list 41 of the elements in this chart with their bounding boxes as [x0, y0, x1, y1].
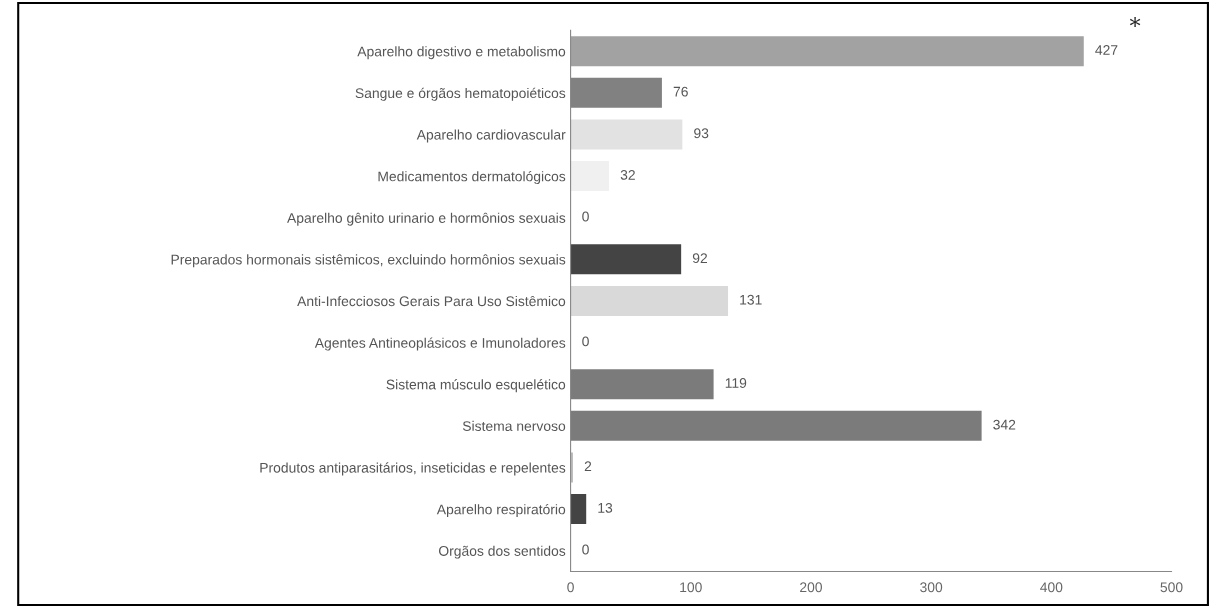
y-tick-label: Aparelho respiratório	[436, 503, 566, 518]
y-tick-label: Produtos antiparasitários, inseticidas e repelentes	[260, 462, 566, 476]
x-tick-label: 500	[1160, 582, 1183, 593]
y-tick-label: Sistema nervoso	[462, 420, 566, 431]
bar	[570, 161, 610, 192]
data-label: 93	[694, 128, 709, 139]
data-label: 0	[582, 211, 589, 222]
data-label: 342	[993, 419, 1016, 430]
y-tick-label: Anti-Infecciosos Gerais Para Uso Sistêmico	[297, 295, 566, 307]
x-tick-label: 100	[680, 582, 702, 593]
data-label: 13	[598, 502, 613, 513]
data-label: 0	[582, 336, 589, 347]
bar	[570, 494, 587, 525]
y-tick-label: Aparelho cardiovascular	[416, 129, 566, 143]
text: *	[1129, 17, 1141, 28]
y-tick-label: Orgãos dos sentidos	[439, 545, 566, 559]
data-label: 119	[725, 378, 747, 388]
data-label: 0	[582, 544, 589, 555]
data-label: 92	[692, 253, 708, 264]
data-label: 131	[740, 294, 762, 305]
y-tick-label: Aparelho digestivo e metabolismo	[357, 46, 566, 60]
bar	[570, 410, 982, 441]
y-tick-label: Aparelho gênito urinario e hormônios sexuais	[287, 212, 566, 226]
bar	[570, 244, 682, 275]
bar	[570, 369, 714, 400]
bar	[570, 285, 729, 316]
x-tick-label: 0	[567, 582, 574, 593]
y-tick-label: Agentes Antineoplásicos e Imunoladores	[314, 337, 566, 351]
data-label: 76	[673, 86, 688, 97]
x-tick-label: 200	[800, 582, 822, 593]
y-tick-label: Sistema músculo esquelético	[386, 379, 566, 393]
y-tick-label: Medicamentos dermatológicos	[378, 170, 566, 185]
data-label: 2	[584, 461, 592, 472]
bar	[570, 119, 683, 150]
y-tick-label: Sangue e órgãos hematopoiéticos	[355, 87, 566, 101]
data-label: 32	[620, 169, 635, 180]
x-tick-label: 400	[1040, 582, 1063, 593]
x-tick-label: 300	[920, 582, 943, 593]
y-tick-label: Preparados hormonais sistêmicos, excluindo hormônios sexuais	[171, 254, 566, 268]
data-label: 427	[1095, 45, 1118, 55]
bar	[570, 36, 1084, 67]
